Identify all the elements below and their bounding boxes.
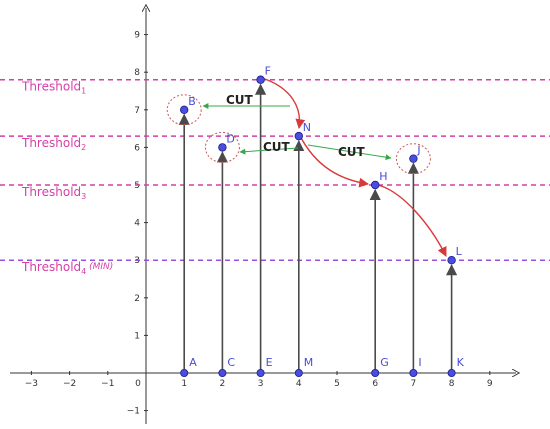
point-h[interactable] [371,180,380,190]
point-label-l: L [456,245,463,258]
y-tick-label: 2 [134,294,140,304]
x-tick-label: 2 [220,379,226,389]
y-tick-label: 5 [134,181,140,191]
descent-curves [261,77,447,257]
point-f[interactable] [256,75,265,84]
point-label-m: M [304,356,314,369]
x-tick-label: 6 [372,379,378,389]
cut-label-3: CUT [338,145,366,159]
cut-arrow-to-d [239,147,299,155]
x-tick-label: −1 [101,379,114,389]
y-tick-label: 4 [134,219,140,229]
point-n[interactable] [294,131,303,141]
cut-label-1: CUT [226,93,254,107]
point-l[interactable] [447,256,456,265]
point-b[interactable] [179,105,189,114]
point-i[interactable] [409,368,418,377]
point-label-e: E [266,356,273,369]
point-label-n: N [303,121,311,134]
point-label-b: B [188,95,196,108]
point-label-g: G [380,356,389,369]
x-tick-label: 4 [296,379,302,389]
point-label-i: I [418,356,421,369]
x-tick-label: 5 [334,379,340,389]
y-tick-label: −1 [127,407,140,417]
threshold-label-2: Threshold2 [21,136,86,152]
point-c[interactable] [218,368,227,377]
y-tick-label: 1 [134,331,140,341]
x-tick-label: 7 [411,379,417,389]
threshold-lines: Threshold1 Threshold2 Threshold3 Threshold4… [0,78,550,276]
y-tick-label: 9 [134,31,140,41]
cut-circles [166,94,431,175]
point-label-j: J [416,144,420,157]
point-d[interactable] [218,143,227,152]
point-g[interactable] [371,368,380,377]
cut-circle-j [395,143,431,175]
cut-arrow-to-j [307,144,392,161]
point-label-c: C [227,356,235,369]
point-label-k: K [457,356,465,369]
point-a[interactable] [180,368,189,377]
point-j[interactable] [409,154,418,163]
cut-circle-b [166,94,202,126]
x-tick-label: 0 [135,379,141,389]
axis-ticks: −3 −2 −1 0 1 2 3 4 5 6 7 8 9 1 2 3 4 5 6 7 8 9 −1 [25,31,493,417]
y-tick-label: 7 [134,106,140,116]
point-label-h: H [379,170,387,183]
cut-circle-d [204,131,240,163]
point-label-d: D [226,132,234,145]
x-tick-label: 1 [181,379,187,389]
curve-f-n [261,77,306,129]
threshold-label-4: Threshold4 (MIN) [21,260,113,276]
curve-h-l [372,183,447,257]
points: A C E M G I K B D F N H J L [179,65,465,377]
x-tick-label: −3 [25,379,38,389]
x-tick-label: 9 [487,379,493,389]
x-tick-label: 3 [258,379,264,389]
cut-arrows [202,103,392,161]
point-e[interactable] [256,368,265,377]
y-tick-label: 8 [134,68,140,78]
y-tick-label: 6 [134,143,140,153]
threshold-label-3: Threshold3 [21,185,86,201]
x-tick-label: −2 [63,379,76,389]
vectors [178,83,458,373]
x-tick-label: 8 [449,379,455,389]
curve-n-h [298,133,369,188]
point-m[interactable] [294,368,303,377]
y-tick-label: 3 [134,256,140,266]
threshold-label-1: Threshold1 [21,80,86,96]
point-label-f: F [265,65,271,78]
point-k[interactable] [447,368,456,377]
cut-label-2: CUT [263,140,291,154]
point-label-a: A [189,356,197,369]
